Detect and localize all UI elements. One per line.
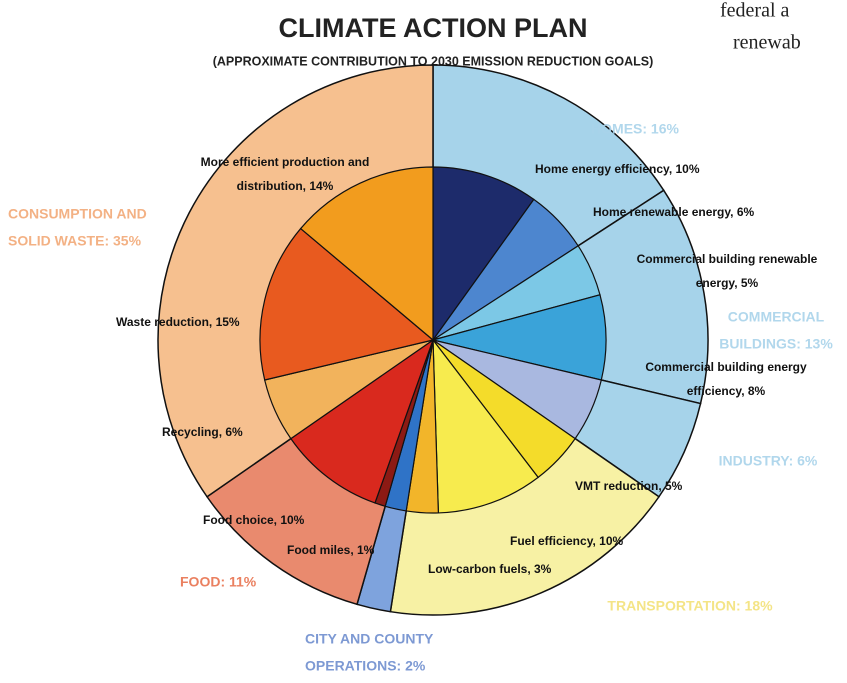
chart-subtitle: (APPROXIMATE CONTRIBUTION TO 2030 EMISSI…: [213, 54, 654, 68]
slice: [432, 338, 539, 514]
group-label: BUILDINGS: 13%: [719, 336, 833, 352]
slice-label: Food miles, 1%: [287, 543, 375, 557]
group-label: CITY AND COUNTY: [305, 631, 434, 647]
chart-title: CLIMATE ACTION PLAN: [279, 13, 588, 43]
slice-label: Fuel efficiency, 10%: [510, 534, 623, 548]
group-label: OPERATIONS: 2%: [305, 658, 426, 674]
text-fragment: federal a: [720, 0, 790, 22]
slice-label: efficiency, 8%: [687, 384, 766, 398]
group-label: COMMERCIAL: [728, 309, 825, 325]
slice-label: VMT reduction, 5%: [575, 479, 683, 493]
slice-label: Home renewable energy, 6%: [593, 205, 755, 219]
text-fragment: renewab: [733, 32, 801, 54]
slice-label: Food choice, 10%: [203, 513, 305, 527]
group-label: HOMES: 16%: [591, 121, 679, 137]
slice: [290, 338, 435, 504]
group-label: TRANSPORTATION: 18%: [607, 598, 773, 614]
group-label: SOLID WASTE: 35%: [8, 233, 142, 249]
slice-label: Commercial building energy: [645, 360, 807, 374]
slice-label: Low-carbon fuels, 3%: [428, 562, 552, 576]
slice-label: Commercial building renewable: [637, 252, 818, 266]
slice: [259, 227, 435, 381]
slice-label: More efficient production and: [201, 155, 370, 169]
slice-label: Home energy efficiency, 10%: [535, 162, 700, 176]
slice-label: distribution, 14%: [237, 179, 334, 193]
slice: [432, 166, 535, 342]
group-label: CONSUMPTION AND: [8, 206, 147, 222]
group-label: INDUSTRY: 6%: [719, 453, 818, 469]
slice: [299, 166, 434, 342]
slice-label: energy, 5%: [696, 276, 759, 290]
slice-label: Recycling, 6%: [162, 425, 243, 439]
slice-label: Waste reduction, 15%: [116, 315, 240, 329]
group-label: FOOD: 11%: [180, 574, 257, 590]
